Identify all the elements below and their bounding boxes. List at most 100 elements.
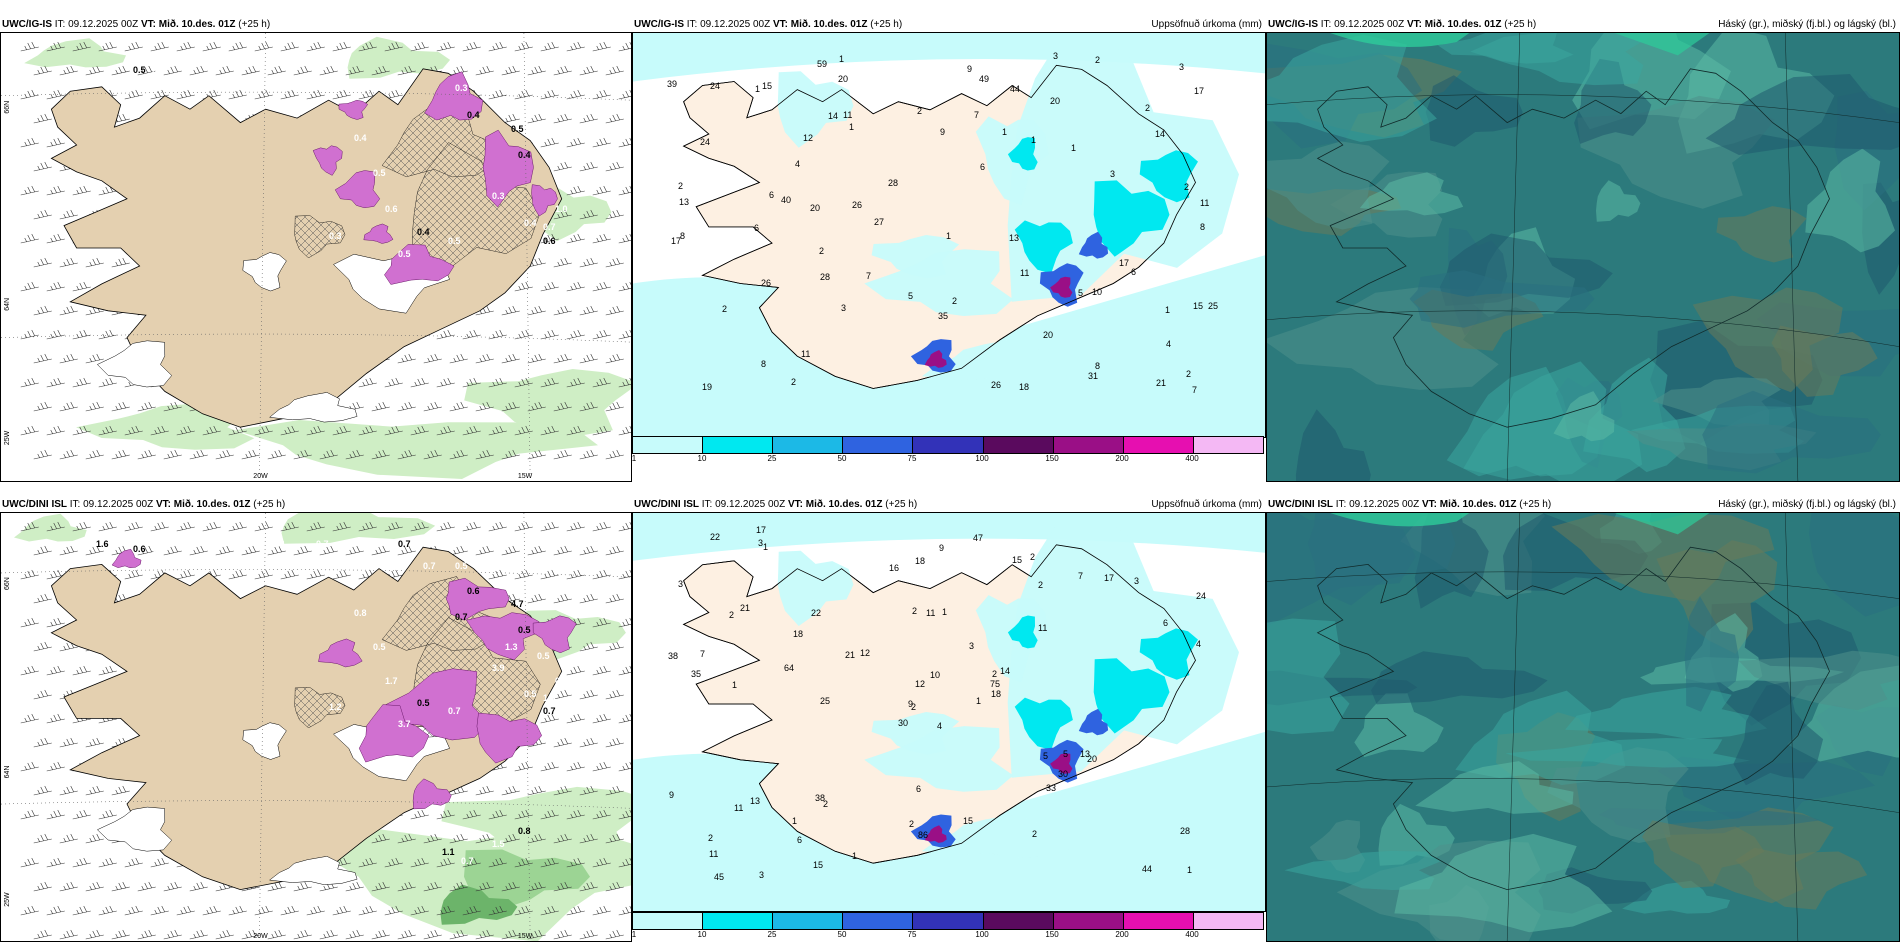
precip-value: 18 xyxy=(915,556,925,566)
snow-value: 0.8 xyxy=(354,608,367,618)
high-cloud xyxy=(1330,513,1470,527)
precip-value: 2 xyxy=(1145,103,1150,113)
precip-value: 6 xyxy=(769,190,774,200)
snowfall-area xyxy=(334,170,381,209)
precip-value: 2 xyxy=(722,304,727,314)
precip-value: 20 xyxy=(838,74,848,84)
colorbar-tick: 50 xyxy=(837,930,847,939)
precip-value: 9 xyxy=(967,64,972,74)
precip-value: 14 xyxy=(1155,129,1165,139)
precip-value: 18 xyxy=(793,629,803,639)
snow-value: 0.3 xyxy=(492,191,505,201)
precip-value: 22 xyxy=(710,532,720,542)
snow-value: 1.7 xyxy=(385,676,398,686)
precip-value: 8 xyxy=(680,231,685,241)
map-frame[interactable]: 1 2 1 11 27 15 7 3 1 2 4 6 3 3 2 1 2 2 1 2 2 7 8 26 6 2 19 20 26 17 2 7… xyxy=(632,32,1266,438)
snow-value: 0.7 xyxy=(543,222,556,232)
snowfall-area xyxy=(465,612,540,661)
snow-value: 1.2 xyxy=(329,702,342,712)
snow-value: 0.3 xyxy=(329,231,342,241)
colorbar-swatch xyxy=(843,913,914,929)
precip-map[interactable]: 1211127157312463321221227826621920261727… xyxy=(633,33,1265,437)
wind-snow-map[interactable]: 0.5 0.3 0.3 0.4 0.4 0.5 0.4 0.5 0.3 0.4 1.0 0.7 0.6 0… xyxy=(1,33,631,481)
glacier-patch xyxy=(96,340,173,388)
precip-value: 9 xyxy=(669,790,674,800)
cloud-map[interactable] xyxy=(1267,513,1899,941)
map-frame[interactable] xyxy=(1266,32,1900,482)
precip-value: 11 xyxy=(801,349,810,359)
snow-value: 0.6 xyxy=(366,556,379,566)
coastline xyxy=(1316,68,1830,428)
map-frame[interactable]: 0.6 0.5 0.5 0.6 0.8 0.5 0.5 0.7 1.2 0.5 0.6 1.3 0.7 3… xyxy=(0,512,632,942)
precip-value: 31 xyxy=(1088,371,1098,381)
precip-value: 26 xyxy=(991,380,1001,390)
precip-value: 35 xyxy=(691,669,701,679)
snow-value: 0.8 xyxy=(272,539,285,549)
precip-value: 20 xyxy=(1050,96,1060,106)
snowfall-area xyxy=(318,638,363,668)
cloud-area xyxy=(1809,513,1899,617)
precip-value: 1 xyxy=(976,696,981,706)
graticule xyxy=(1,33,631,481)
panel-dini-wind: UWC/DINI ISL IT: 09.12.2025 00Z VT: Mið.… xyxy=(0,498,632,944)
snow-value: 0.5 xyxy=(455,561,468,571)
colorbar-swatch xyxy=(773,437,844,453)
precip-value: 3 xyxy=(1110,169,1115,179)
precip-value: 2 xyxy=(1030,552,1035,562)
precip-area xyxy=(1014,697,1073,750)
snow-value: 0.5 xyxy=(152,544,165,554)
precip-value: 18 xyxy=(991,689,1001,699)
wind-snow-map[interactable]: 0.6 0.5 0.5 0.6 0.8 0.5 0.5 0.7 1.2 0.5 0.6 1.3 0.7 3… xyxy=(1,513,631,941)
glacier-patch xyxy=(242,722,287,760)
colorbar-swatch xyxy=(1193,913,1263,929)
precip-area xyxy=(1050,753,1073,774)
precip-area xyxy=(1093,180,1170,257)
snowfall-area xyxy=(482,129,534,208)
colorbar-swatch xyxy=(703,913,774,929)
lat-label: 64N xyxy=(4,298,11,311)
precip-value: 11 xyxy=(843,110,852,120)
precip-area xyxy=(921,814,1069,859)
precip-value: 3 xyxy=(758,538,763,548)
precip-value: 24 xyxy=(700,137,710,147)
snowfall-area xyxy=(363,223,394,244)
precip-map[interactable]: 4222222121111243011323131211611142021183… xyxy=(633,513,1265,911)
lat-label: 25W xyxy=(4,892,11,907)
colorbar-tick: 400 xyxy=(1185,454,1199,463)
precip-value: 1 xyxy=(849,122,854,132)
snowfall-area xyxy=(424,71,484,121)
precip-value: 8 xyxy=(761,359,766,369)
panel-header: UWC/IG-IS IT: 09.12.2025 00Z VT: Mið. 10… xyxy=(1268,19,1896,30)
precip-value: 8 xyxy=(1095,361,1100,371)
precip-value: 28 xyxy=(820,272,830,282)
precip-value: 1 xyxy=(946,231,951,241)
precip-value: 2 xyxy=(708,833,713,843)
colorbar-tick: 200 xyxy=(1115,454,1129,463)
precip-value: 10 xyxy=(930,670,940,680)
colorbar-tick: 25 xyxy=(767,930,777,939)
precip-value: 2 xyxy=(952,296,957,306)
precip-value: 16 xyxy=(889,563,899,573)
precip-area xyxy=(924,350,947,368)
precip-value: 11 xyxy=(926,608,935,618)
precip-value: 5 xyxy=(1078,288,1083,298)
colorbar-swatch xyxy=(633,437,704,453)
colorbar-tick: 25 xyxy=(767,454,777,463)
panel-header: UWC/IG-IS IT: 09.12.2025 00Z VT: Mið. 10… xyxy=(2,19,271,30)
snowfall-area xyxy=(384,244,455,285)
cloud-area xyxy=(235,420,599,479)
cloud-area xyxy=(1359,172,1464,216)
snow-value: 4.7 xyxy=(511,599,524,609)
cloud-area xyxy=(1409,270,1595,328)
snow-value: 0.4 xyxy=(524,218,537,228)
precip-value: 3 xyxy=(678,579,683,589)
precip-value: 3 xyxy=(1134,576,1139,586)
map-frame[interactable]: 0.5 0.3 0.3 0.4 0.4 0.5 0.4 0.5 0.3 0.4 1.0 0.7 0.6 0… xyxy=(0,32,632,482)
precip-value: 2 xyxy=(819,246,824,256)
map-frame[interactable] xyxy=(1266,512,1900,942)
precip-value: 2 xyxy=(992,669,997,679)
cloud-map[interactable] xyxy=(1267,33,1899,481)
map-frame[interactable]: 4 2 2 2 2 2 2 1 2 1 1 1 1 24 30 11 3 2 3 13 12 11 6 11 14 20 21 18 3… xyxy=(632,512,1266,912)
snow-value: 0.3 xyxy=(455,83,468,93)
precip-labels: 1211127157312463321221227826621920261727… xyxy=(667,51,1218,395)
